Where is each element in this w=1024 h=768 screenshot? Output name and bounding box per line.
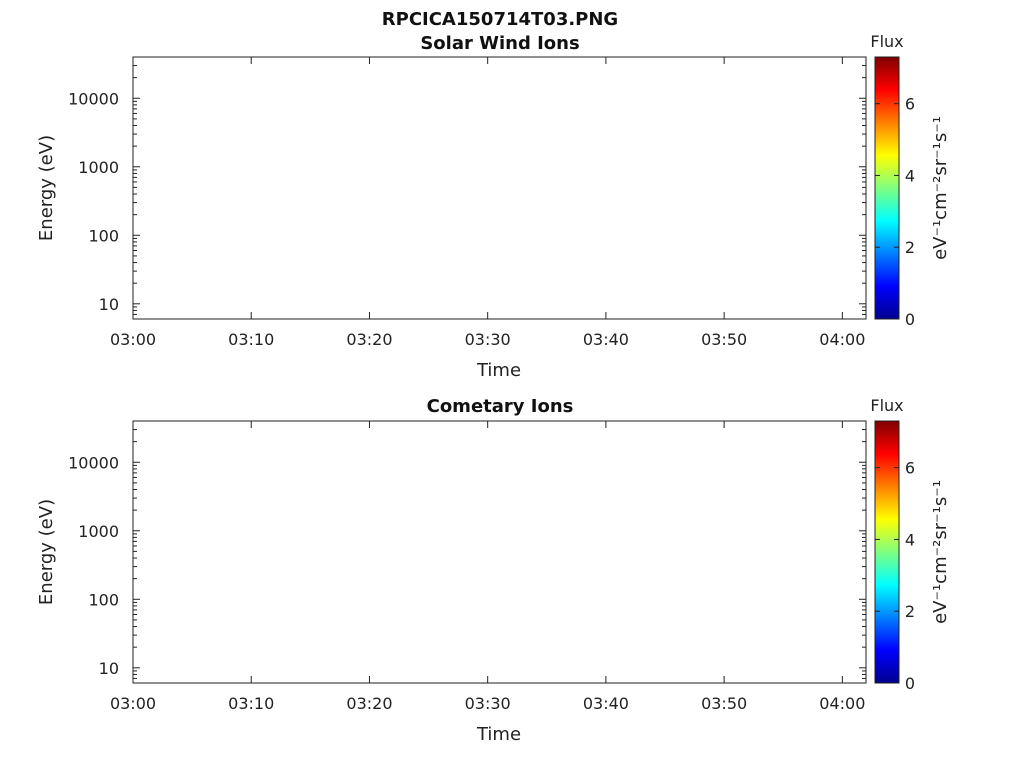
x-tick-label: 04:00 xyxy=(819,330,865,349)
cometary-colorbar-label: eV⁻¹cm⁻²sr⁻¹s⁻¹ xyxy=(930,480,951,624)
x-tick-label: 03:20 xyxy=(346,694,392,713)
cometary-y-ticks: 10 100 1000 10000 xyxy=(68,420,866,684)
x-tick-label: 03:50 xyxy=(701,330,747,349)
colorbar-tick-label: 0 xyxy=(905,310,915,329)
solar-wind-colorbar-label: eV⁻¹cm⁻²sr⁻¹s⁻¹ xyxy=(930,116,951,260)
cometary-colorbar xyxy=(875,421,899,683)
figure-title: RPCICA150714T03.PNG xyxy=(382,9,618,30)
solar-wind-colorbar-title: Flux xyxy=(870,32,903,51)
panel-title-cometary: Cometary Ions xyxy=(427,396,574,417)
solar-wind-x-ticks: 03:00 03:10 03:20 03:30 03:40 03:50 04:00 xyxy=(110,57,865,349)
x-tick-label: 03:30 xyxy=(465,694,511,713)
solar-wind-axes-frame xyxy=(132,56,867,320)
solar-wind-y-label: Energy (eV) xyxy=(36,135,57,241)
solar-wind-y-ticks: 10 100 1000 10000 xyxy=(68,56,866,320)
solar-wind-x-label: Time xyxy=(476,360,521,381)
cometary-colorbar-frame xyxy=(874,420,900,684)
x-tick-label: 03:00 xyxy=(110,694,156,713)
colorbar-tick-label: 6 xyxy=(905,95,915,114)
x-tick-label: 03:20 xyxy=(346,330,392,349)
y-tick-label: 10000 xyxy=(68,453,119,472)
cometary-colorbar-title: Flux xyxy=(870,396,903,415)
cometary-x-ticks: 03:00 03:10 03:20 03:30 03:40 03:50 04:00 xyxy=(110,421,865,713)
colorbar-tick-label: 4 xyxy=(905,166,915,185)
panel-title-solar-wind: Solar Wind Ions xyxy=(420,33,579,54)
y-tick-label: 1000 xyxy=(78,158,119,177)
cometary-x-label: Time xyxy=(476,724,521,745)
x-tick-label: 03:00 xyxy=(110,330,156,349)
cometary-colorbar-ticks: 0 2 4 6 xyxy=(875,459,915,693)
colorbar-tick-label: 2 xyxy=(905,602,915,621)
y-tick-label: 100 xyxy=(88,590,119,609)
y-tick-label: 10 xyxy=(99,295,119,314)
x-tick-label: 03:10 xyxy=(228,330,274,349)
solar-wind-colorbar-frame xyxy=(874,56,900,320)
cometary-axes-frame xyxy=(132,420,867,684)
cometary-panel: Cometary Ions 03:00 03:10 03:20 03:30 03:40 0… xyxy=(36,396,951,745)
y-tick-label: 10000 xyxy=(68,89,119,108)
cometary-y-label: Energy (eV) xyxy=(36,499,57,605)
colorbar-tick-label: 4 xyxy=(905,530,915,549)
colorbar-tick-label: 2 xyxy=(905,238,915,257)
x-tick-label: 04:00 xyxy=(819,694,865,713)
x-tick-label: 03:30 xyxy=(465,330,511,349)
y-tick-label: 100 xyxy=(88,226,119,245)
x-tick-label: 03:40 xyxy=(583,330,629,349)
y-tick-label: 1000 xyxy=(78,522,119,541)
solar-wind-panel: Solar Wind Ions 03:00 03:10 03:20 03:30 03:4… xyxy=(36,32,951,381)
colorbar-tick-label: 6 xyxy=(905,459,915,478)
x-tick-label: 03:50 xyxy=(701,694,747,713)
solar-wind-colorbar xyxy=(875,57,899,319)
x-tick-label: 03:40 xyxy=(583,694,629,713)
y-tick-label: 10 xyxy=(99,659,119,678)
solar-wind-colorbar-ticks: 0 2 4 6 xyxy=(875,95,915,329)
colorbar-tick-label: 0 xyxy=(905,674,915,693)
x-tick-label: 03:10 xyxy=(228,694,274,713)
